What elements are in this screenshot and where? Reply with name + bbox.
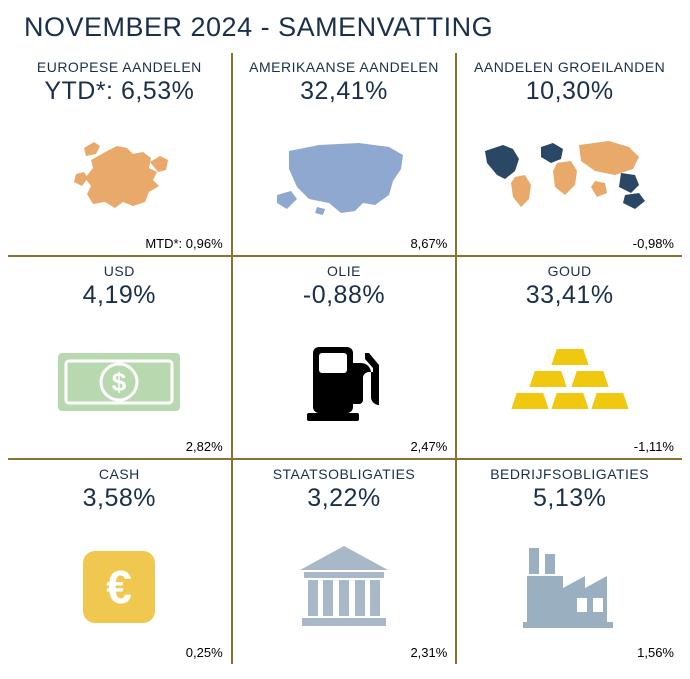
tile-us-equities: AMERIKAANSE AANDELEN 32,41% 8,67% [233,53,458,257]
tile-gold: GOUD 33,41% -1,11% [457,257,682,461]
svg-text:$: $ [112,367,127,397]
tile-ytd-value: 4,19% [83,281,156,310]
tile-oil: OLIE -0,88% 2,47% [233,257,458,461]
fuel-pump-icon [299,337,389,427]
tile-label: OLIE [327,263,361,279]
tile-mtd-value: 2,82% [186,439,223,454]
dollar-bill-icon: $ [54,345,184,419]
mtd-number: 0,96% [186,236,223,251]
page-title: NOVEMBER 2024 - SAMENVATTING [24,12,682,43]
tile-ytd-value: 3,22% [307,484,380,513]
usa-map-icon [269,133,419,223]
tile-label: USD [104,263,135,279]
tile-ytd-value: 5,13% [533,484,606,513]
gold-bars-icon [510,342,630,422]
tile-cash: CASH 3,58% € 0,25% [8,460,233,664]
tile-mtd-value: 0,25% [186,645,223,660]
mtd-prefix: MTD*: [145,236,185,251]
euro-coin-icon: € [77,545,161,629]
tile-usd: USD 4,19% $ 2,82% [8,257,233,461]
tile-ytd-value: 32,41% [300,77,388,106]
tile-label: AANDELEN GROEILANDEN [474,59,665,75]
svg-text:€: € [107,561,133,613]
tile-label: EUROPESE AANDELEN [37,59,202,75]
tile-mtd-value: -1,11% [634,439,674,454]
tile-mtd-value: 1,56% [637,645,674,660]
tile-eu-equities: EUROPESE AANDELEN YTD*: 6,53% MTD*: 0,96… [8,53,233,257]
tile-label: BEDRIJFSOBLIGATIES [490,466,649,482]
world-map-icon [475,133,665,223]
tile-ytd-value: 33,41% [526,281,614,310]
tile-corp-bonds: BEDRIJFSOBLIGATIES 5,13% 1,56% [457,460,682,664]
tile-mtd-value: 2,47% [410,439,447,454]
europe-map-icon [54,138,184,218]
summary-infographic: NOVEMBER 2024 - SAMENVATTING EUROPESE AA… [0,0,690,679]
ytd-number: 6,53% [121,77,194,105]
tile-label: AMERIKAANSE AANDELEN [249,59,439,75]
ytd-prefix: YTD*: [44,77,121,105]
tile-ytd-value: YTD*: 6,53% [44,77,194,106]
tile-mtd-value: 8,67% [410,236,447,251]
tile-ytd-value: -0,88% [303,281,385,310]
tile-mtd-value: -0,98% [633,236,674,251]
tile-em-equities: AANDELEN GROEILANDEN 10,30% -0 [457,53,682,257]
tile-ytd-value: 3,58% [83,484,156,513]
government-building-icon [294,542,394,632]
tile-ytd-value: 10,30% [526,77,614,106]
tile-label: STAATSOBLIGATIES [273,466,416,482]
tile-mtd-value: 2,31% [410,645,447,660]
tile-mtd-value: MTD*: 0,96% [145,236,222,251]
factory-icon [515,542,625,632]
tile-gov-bonds: STAATSOBLIGATIES 3,22% 2,31% [233,460,458,664]
tile-label: CASH [99,466,140,482]
tiles-grid: EUROPESE AANDELEN YTD*: 6,53% MTD*: 0,96… [8,53,682,664]
tile-label: GOUD [548,263,592,279]
